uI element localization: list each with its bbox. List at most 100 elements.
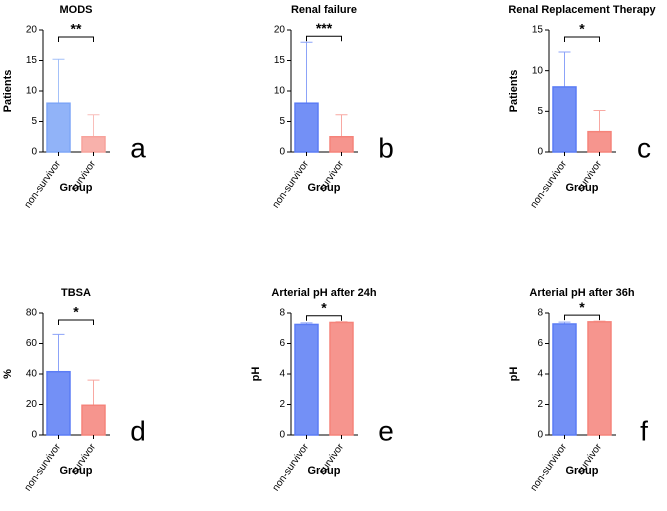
- panel: Arterial pH after 36h pH Group f 0 2 4 6 8 non-su…: [508, 287, 648, 493]
- error-bar: [335, 114, 348, 137]
- chart-title: Arterial pH after 24h: [271, 287, 376, 299]
- x-axis-label: Group: [60, 182, 93, 194]
- y-tick-label: 0: [31, 147, 37, 158]
- y-tick-label: 6: [537, 338, 543, 349]
- significance-bracket: [564, 314, 600, 321]
- significance-bracket: [58, 319, 94, 325]
- x-axis-label: Group: [566, 182, 599, 194]
- significance-label: **: [71, 21, 82, 37]
- y-tick-label: 20: [26, 25, 38, 36]
- y-tick-label: 0: [279, 430, 285, 441]
- significance-label: *: [73, 304, 79, 320]
- y-tick-label: 0: [279, 147, 285, 158]
- bar: [552, 86, 577, 153]
- panel-letter: f: [640, 415, 648, 446]
- error-bar: [52, 58, 65, 104]
- bar: [587, 130, 612, 153]
- y-tick-label: 10: [26, 86, 38, 97]
- x-axis-label: Group: [308, 465, 341, 477]
- x-tick-label: non-survivor: [529, 158, 570, 210]
- x-axis-label: Group: [60, 465, 93, 477]
- bar: [552, 323, 577, 436]
- panel-letter: c: [637, 132, 651, 163]
- chart-title: Renal Replacement Therapy: [508, 4, 656, 16]
- bar: [46, 102, 71, 153]
- y-tick-label: 20: [274, 25, 286, 36]
- y-tick-label: 4: [279, 369, 285, 380]
- y-tick-label: 5: [31, 116, 37, 127]
- y-tick-label: 0: [31, 430, 37, 441]
- y-tick-label: 2: [279, 399, 285, 410]
- bar: [294, 323, 319, 436]
- bar: [81, 404, 106, 436]
- x-axis-label: Group: [566, 465, 599, 477]
- y-tick-label: 8: [279, 308, 285, 319]
- bar: [587, 321, 612, 436]
- significance-bracket: [306, 35, 342, 42]
- error-bar: [593, 320, 606, 322]
- bar: [46, 370, 71, 436]
- significance-label: *: [579, 21, 585, 37]
- y-tick-label: 4: [537, 369, 543, 380]
- error-bar: [87, 114, 100, 137]
- x-tick-label: non-survivor: [23, 158, 64, 210]
- significance-label: *: [321, 299, 327, 315]
- significance-bracket: [306, 315, 342, 321]
- y-tick-label: 15: [26, 55, 38, 66]
- error-bar: [87, 379, 100, 406]
- y-tick-label: 8: [537, 308, 543, 319]
- chart-title: TBSA: [61, 287, 91, 299]
- x-tick-label: non-survivor: [271, 158, 312, 210]
- bar: [329, 136, 354, 153]
- panel-letter: d: [130, 415, 146, 446]
- chart-title: Arterial pH after 36h: [529, 287, 634, 299]
- y-axis-label: %: [2, 369, 14, 379]
- y-tick-label: 5: [537, 106, 543, 117]
- panel: Arterial pH after 24h pH Group e 0 2 4 6 8 non-su…: [250, 287, 394, 493]
- error-bar: [558, 51, 571, 87]
- chart-title: Renal failure: [291, 4, 357, 16]
- y-tick-label: 5: [279, 116, 285, 127]
- y-tick-label: 0: [537, 430, 543, 441]
- significance-label: *: [579, 299, 585, 315]
- bar: [81, 136, 106, 153]
- error-bar: [52, 333, 65, 372]
- significance-bracket: [58, 36, 94, 42]
- error-bar: [335, 321, 348, 323]
- y-tick-label: 60: [26, 338, 38, 349]
- y-tick-label: 80: [26, 308, 38, 319]
- chart-title: MODS: [60, 4, 93, 16]
- y-tick-label: 15: [274, 55, 286, 66]
- y-tick-label: 10: [274, 86, 286, 97]
- bar: [329, 321, 354, 436]
- panel-letter: b: [378, 132, 394, 163]
- error-bar: [593, 110, 606, 132]
- x-tick-label: non-survivor: [23, 441, 64, 493]
- y-tick-label: 2: [537, 399, 543, 410]
- x-axis-label: Group: [308, 182, 341, 194]
- significance-label: ***: [316, 20, 333, 36]
- panel-letter: a: [130, 132, 146, 163]
- significance-bracket: [564, 36, 600, 42]
- error-bar: [558, 321, 571, 324]
- panel-letter: e: [378, 415, 394, 446]
- panel: Renal Replacement Therapy Patients Group c 0…: [508, 4, 657, 210]
- x-tick-label: non-survivor: [529, 441, 570, 493]
- y-tick-label: 6: [279, 338, 285, 349]
- x-tick-label: non-survivor: [271, 441, 312, 493]
- y-axis-label: Patients: [2, 70, 14, 113]
- y-tick-label: 20: [26, 399, 38, 410]
- bar: [294, 102, 319, 153]
- error-bar: [300, 41, 313, 104]
- error-bar: [300, 322, 313, 325]
- y-axis-label: Patients: [508, 70, 520, 113]
- y-tick-label: 15: [532, 25, 544, 36]
- y-tick-label: 40: [26, 369, 38, 380]
- y-axis-label: pH: [250, 367, 262, 382]
- y-tick-label: 0: [537, 147, 543, 158]
- y-axis-label: pH: [508, 367, 520, 382]
